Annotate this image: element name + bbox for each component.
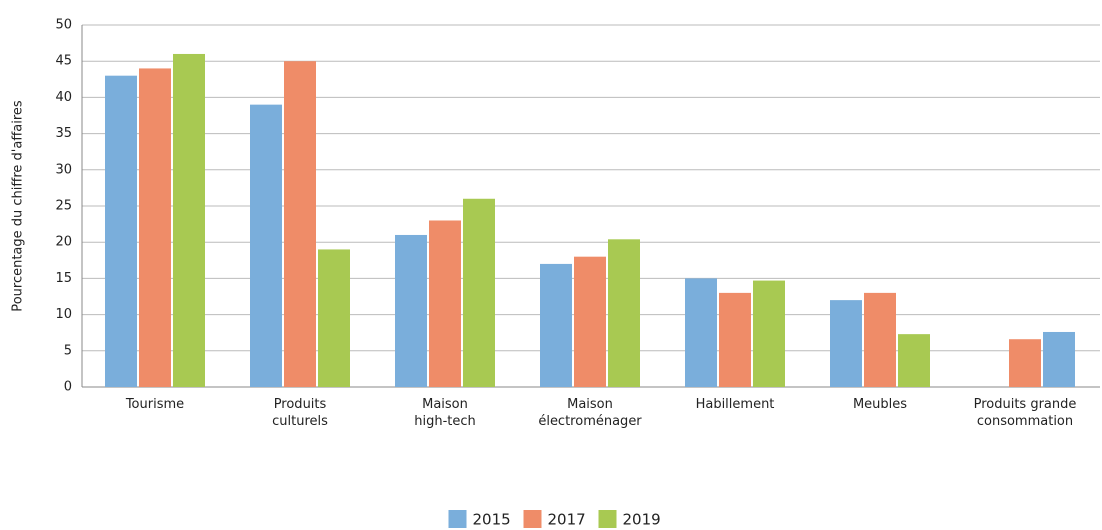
y-tick-label: 30: [55, 162, 72, 177]
x-tick-label: Maison électroménager: [538, 397, 642, 429]
x-tick-label: Habillement: [695, 397, 775, 412]
y-tick-label: 0: [64, 380, 72, 395]
legend-label: 2015: [473, 511, 511, 529]
legend-swatch: [448, 510, 467, 528]
bar: [1043, 331, 1075, 387]
bar: [830, 300, 862, 387]
x-tick-label: Produits grande consommation: [973, 397, 1077, 429]
y-tick-label: 20: [55, 235, 72, 250]
y-tick-label: 45: [55, 54, 72, 69]
bar: [608, 239, 640, 387]
bar: [284, 61, 316, 387]
y-tick-label: 25: [55, 199, 72, 214]
bar: [753, 280, 785, 387]
y-tick-label: 35: [55, 126, 72, 141]
bar: [139, 68, 171, 387]
legend-label: 2019: [623, 511, 661, 529]
x-tick-label: Produits culturels: [272, 397, 328, 429]
x-tick-label: Meubles: [852, 397, 908, 412]
y-tick-label: 10: [55, 307, 72, 322]
bar: [173, 53, 205, 388]
bar: [318, 249, 350, 387]
bar: [395, 234, 427, 387]
y-tick-label: 5: [64, 343, 72, 358]
bar: [250, 104, 282, 387]
legend-swatch: [523, 510, 542, 528]
bar: [864, 292, 896, 387]
bar: [574, 256, 606, 387]
bar: [685, 278, 717, 387]
y-axis-label: Pourcentage du chiffre d'affaires: [11, 100, 26, 312]
bar: [898, 334, 930, 387]
bar: [105, 75, 137, 388]
bar: [1009, 339, 1041, 387]
bar: [719, 292, 751, 387]
bar: [540, 263, 572, 387]
y-tick-label: 40: [55, 90, 72, 105]
bar: [463, 198, 495, 387]
y-tick-label: 50: [55, 18, 72, 33]
y-tick-label: 15: [55, 271, 72, 286]
x-tick-label: Maison high-tech: [414, 397, 476, 429]
bar: [429, 220, 461, 387]
legend-swatch: [598, 510, 617, 528]
legend-label: 2017: [548, 511, 586, 529]
x-tick-label: Tourisme: [125, 397, 185, 412]
